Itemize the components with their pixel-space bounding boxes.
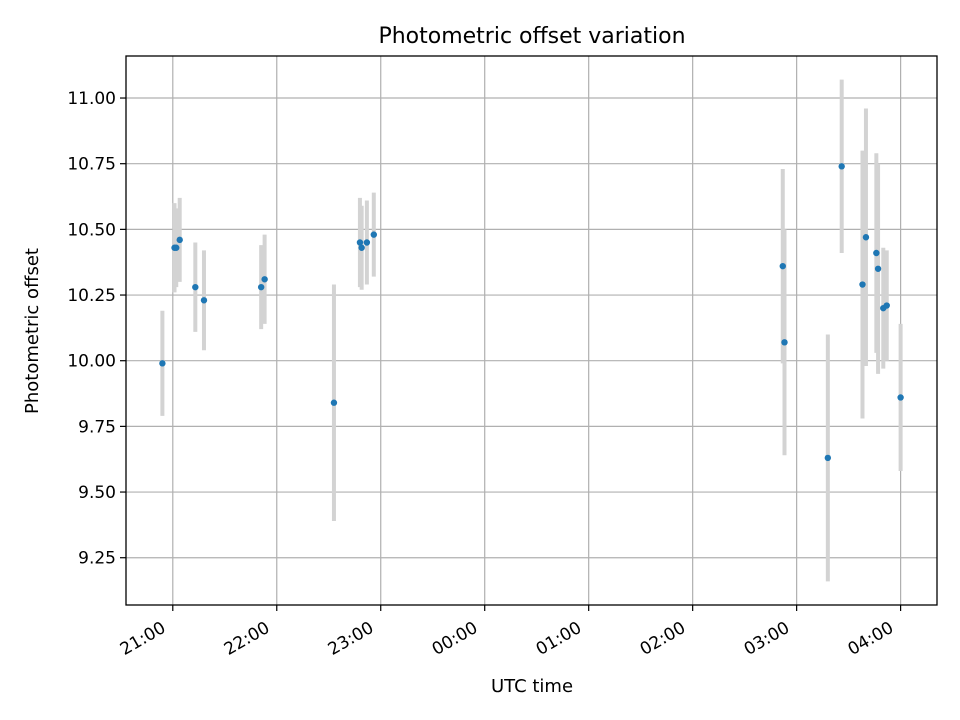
grid	[126, 56, 937, 605]
x-tick-label: 23:00	[325, 618, 377, 660]
x-tick-label: 21:00	[117, 618, 169, 660]
y-tick-label: 10.50	[67, 220, 116, 240]
data-point	[897, 394, 904, 401]
data-point	[356, 239, 364, 246]
data-point	[862, 234, 870, 241]
x-tick-label: 03:00	[741, 618, 793, 660]
data-point	[838, 163, 845, 170]
tick-labels: 21:00 22:00 23:00 00:00 01:00 02:00 03:00 04:00…	[67, 89, 897, 660]
data-point	[824, 454, 832, 462]
data-point	[200, 297, 208, 304]
x-tick-label: 02:00	[637, 618, 689, 660]
data-point	[859, 281, 866, 288]
y-tick-label: 9.50	[78, 483, 116, 503]
data-point	[330, 399, 338, 406]
data-point	[173, 244, 180, 251]
data-point	[261, 276, 268, 283]
axes	[120, 55, 938, 611]
data-point	[363, 239, 371, 246]
y-tick-label: 9.75	[78, 417, 116, 437]
plot-frame	[125, 55, 938, 606]
data-point	[257, 283, 265, 291]
x-tick-label: 04:00	[845, 618, 897, 660]
y-tick-label: 11.00	[67, 89, 116, 109]
data-point	[779, 262, 786, 270]
x-tick-label: 00:00	[429, 618, 481, 660]
data-points	[159, 163, 904, 462]
x-tick-label: 22:00	[221, 618, 273, 660]
data-point	[874, 265, 882, 272]
data-point	[781, 339, 788, 346]
data-point	[370, 231, 378, 238]
y-axis-label: Photometric offset	[22, 248, 43, 414]
data-point	[873, 249, 880, 257]
y-tick-label: 10.25	[67, 286, 116, 306]
data-point	[192, 283, 199, 291]
data-point	[358, 244, 365, 251]
x-tick-label: 01:00	[533, 618, 585, 660]
data-point	[176, 236, 183, 244]
data-point	[159, 360, 166, 367]
y-tick-label: 10.00	[67, 352, 116, 372]
error-bars	[160, 79, 903, 582]
chart-title: Photometric offset variation	[378, 24, 685, 49]
y-tick-label: 10.75	[67, 155, 116, 175]
y-tick-label: 9.25	[78, 549, 116, 569]
data-point	[883, 302, 890, 309]
x-axis-label: UTC time	[491, 676, 573, 697]
